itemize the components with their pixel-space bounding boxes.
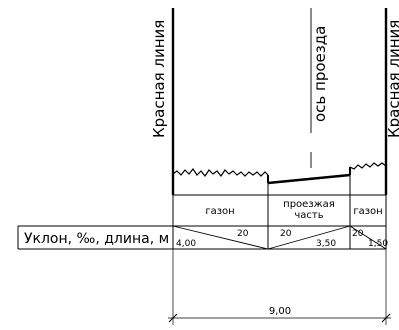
roadway-surface [267, 173, 351, 185]
total-dimension: 9,00 [269, 306, 291, 317]
slope-roadway: 20 [280, 229, 292, 239]
slope-lawn-left: 20 [237, 229, 249, 239]
red-line-left-label: Красная линия [150, 20, 168, 138]
row-label: Уклон, ‰, длина, м [24, 231, 169, 247]
slope-lawn-right: 20 [352, 229, 364, 239]
zone-name-roadway-line2: часть [294, 210, 323, 221]
length-lawn-left: 4,00 [176, 239, 196, 249]
length-lawn-right: 1,50 [368, 239, 388, 249]
length-roadway: 3,50 [316, 239, 336, 249]
zone-name-lawn-left: газон [205, 206, 234, 217]
lawn-left-profile [172, 167, 269, 178]
zone-name-roadway-line1: проезжая [283, 199, 335, 210]
dimension-tick-right [381, 313, 391, 323]
axis-label: ось проезда [311, 26, 329, 122]
dimension-tick-left [168, 313, 178, 323]
zone-name-lawn-right: газон [353, 206, 382, 217]
slope-triangle-lawn-right [349, 225, 387, 250]
slope-triangle-roadway [267, 225, 351, 250]
red-line-right-label: Красная линия [385, 20, 399, 138]
lawn-right-profile [349, 162, 387, 170]
